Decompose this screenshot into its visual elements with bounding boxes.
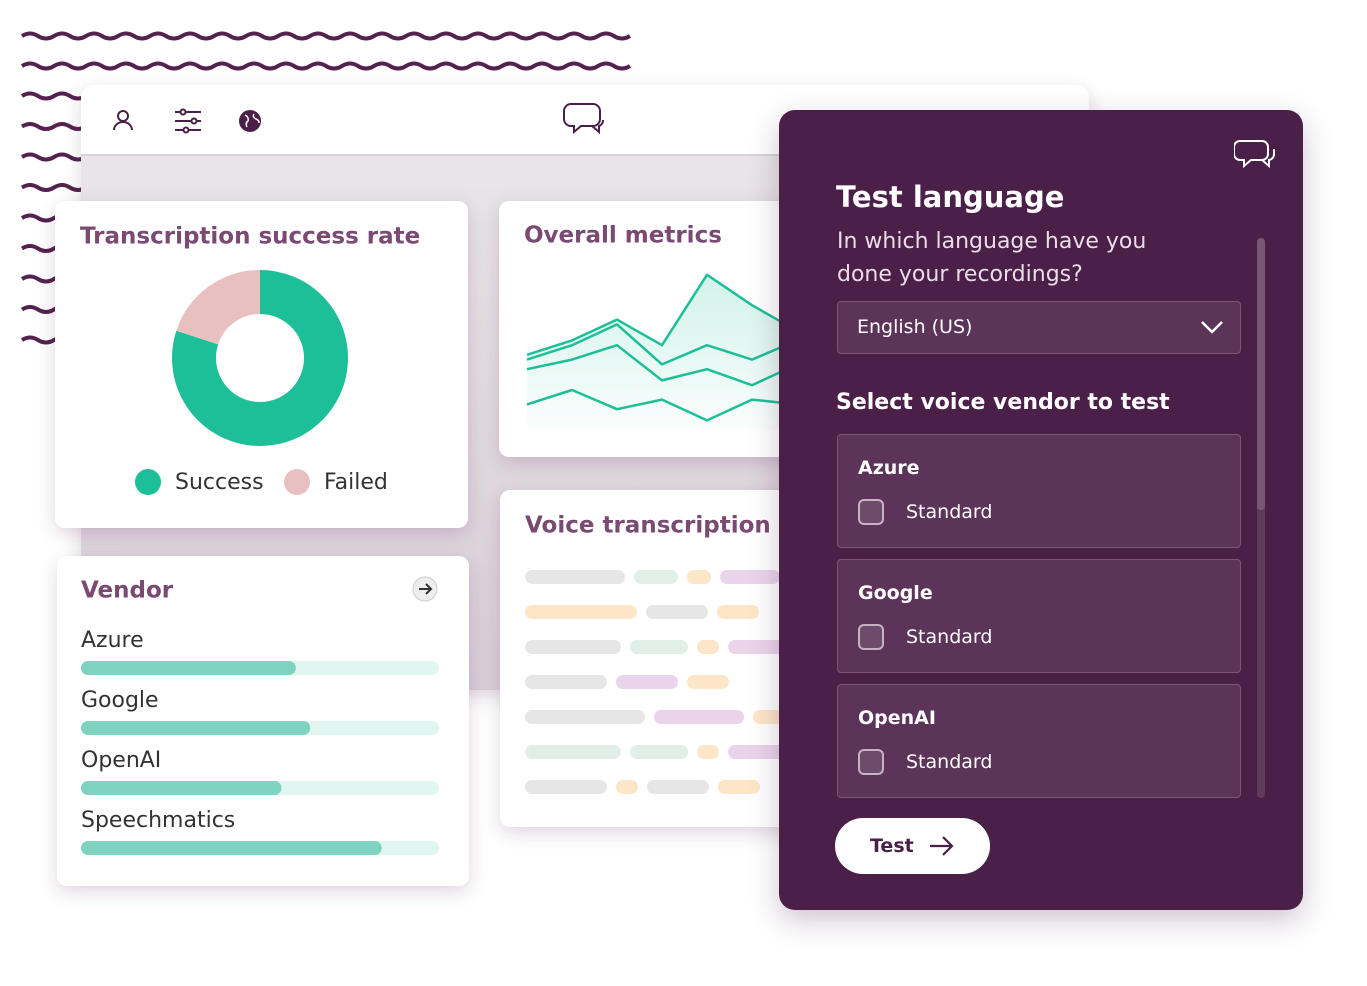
scrollbar[interactable] <box>1257 238 1265 798</box>
checkbox[interactable] <box>858 499 884 525</box>
line-chart <box>526 273 798 430</box>
bar <box>81 841 382 855</box>
panel-question: In which language have you done your rec… <box>837 229 1147 287</box>
skeleton-pill <box>525 710 645 724</box>
user-icon[interactable] <box>113 121 133 131</box>
legend-label: Success <box>175 470 264 495</box>
skeleton-pill <box>525 675 607 689</box>
arrow-icon <box>930 836 954 856</box>
skeleton-pill <box>525 605 637 619</box>
card: Overall metrics <box>499 201 809 457</box>
line <box>526 343 798 387</box>
donut-segment <box>176 270 261 346</box>
skeleton-pill <box>525 745 621 759</box>
test-button[interactable]: Test <box>835 818 990 874</box>
card: Transcription success rate Success Failed <box>55 201 468 528</box>
line <box>526 273 798 356</box>
button-label: Test <box>870 835 914 857</box>
bar-label: OpenAI <box>81 748 161 773</box>
wave <box>20 183 88 192</box>
legend-swatch <box>135 469 161 495</box>
card: Voice transcription <box>500 490 810 827</box>
bar <box>81 721 311 735</box>
bar-chart: Azure Google OpenAI Speechmatics <box>81 628 439 855</box>
skeleton-pill <box>616 675 678 689</box>
donut-segment <box>172 270 348 446</box>
wave <box>20 91 88 101</box>
card-title: Transcription success rate <box>80 224 420 250</box>
skeleton-pill <box>753 710 783 724</box>
chevron <box>1201 321 1223 334</box>
chat-icon[interactable] <box>1234 137 1276 175</box>
vendor-option: OpenAI Standard <box>837 684 1241 798</box>
vendor-name: Azure <box>858 457 920 479</box>
skeleton-pill <box>525 640 621 654</box>
skeleton-pill <box>630 745 688 759</box>
donut: Success Failed <box>135 270 388 495</box>
skeleton-pill <box>718 780 760 794</box>
skeleton-pill <box>654 710 744 724</box>
dropdown-value: English (US) <box>857 316 973 338</box>
globe-icon[interactable] <box>239 110 261 132</box>
bar-label: Azure <box>81 628 144 653</box>
vendor-name: Google <box>858 582 933 604</box>
skeleton-pill <box>728 745 788 759</box>
panel-title: Test language <box>836 180 1065 214</box>
legend-label: Failed <box>324 470 388 495</box>
skeleton-pill <box>646 605 708 619</box>
arrow-button[interactable] <box>412 576 438 602</box>
skeleton-pill <box>717 605 759 619</box>
bar-label: Speechmatics <box>81 808 235 833</box>
checkbox[interactable] <box>858 624 884 650</box>
line <box>526 388 798 422</box>
nav-icons[interactable] <box>113 103 604 135</box>
card-title: Voice transcription <box>525 513 771 539</box>
skeleton-pill <box>525 570 625 584</box>
vendor-option: Azure Standard <box>837 434 1241 548</box>
skeleton-pill <box>647 780 709 794</box>
skeleton-pill <box>728 640 788 654</box>
chat-icon[interactable] <box>563 103 604 135</box>
wave <box>20 31 632 41</box>
language-dropdown[interactable]: English (US) <box>837 301 1241 354</box>
bar <box>81 781 282 795</box>
bar-label: Google <box>81 688 159 713</box>
skeleton-pill <box>630 640 688 654</box>
option-label: Standard <box>906 751 993 773</box>
option-label: Standard <box>906 626 993 648</box>
wave <box>20 152 88 162</box>
skeleton-pill <box>697 745 719 759</box>
card-bg <box>55 201 468 528</box>
skeleton-pill <box>720 570 780 584</box>
wave <box>20 122 88 131</box>
option-label: Standard <box>906 501 993 523</box>
bar <box>81 661 296 675</box>
area <box>527 274 797 430</box>
checkbox[interactable] <box>858 749 884 775</box>
skeleton-rows <box>525 570 788 794</box>
skeleton-pill <box>616 780 638 794</box>
card-title: Overall metrics <box>524 223 722 249</box>
test-panel: Test language In which language have you… <box>779 110 1303 910</box>
skeleton-pill <box>525 780 607 794</box>
vendor-name: OpenAI <box>858 707 936 729</box>
line <box>526 323 798 366</box>
vendor-option: Google Standard <box>837 559 1241 673</box>
skeleton-pill <box>687 675 729 689</box>
decor-waves <box>20 31 632 345</box>
skeleton-pill <box>697 640 719 654</box>
skeleton-pill <box>687 570 711 584</box>
card-bg <box>500 490 810 827</box>
wave <box>20 61 632 71</box>
vendor-heading: Select voice vendor to test <box>836 390 1170 415</box>
card-title: Vendor <box>81 578 174 604</box>
scroll-thumb[interactable] <box>1257 238 1265 510</box>
skeleton-pill <box>634 570 678 584</box>
legend-swatch <box>284 469 310 495</box>
card: Vendor Azure Google OpenAI Speechmatics <box>57 556 469 886</box>
